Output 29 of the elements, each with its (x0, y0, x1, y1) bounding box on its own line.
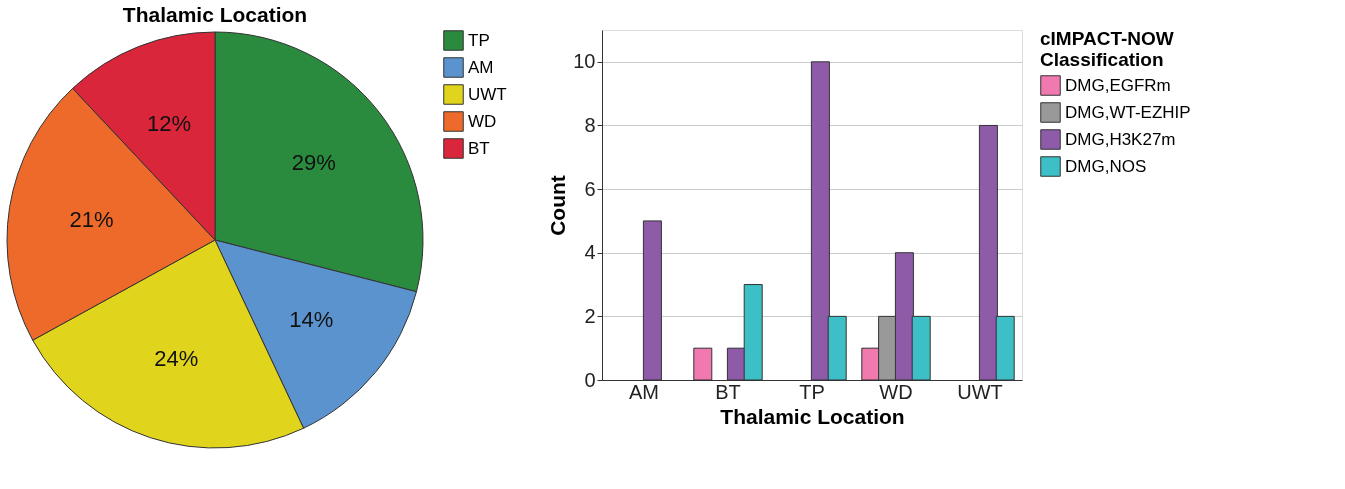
x-tick-label: AM (629, 380, 659, 403)
y-tick-label: 6 (584, 177, 596, 200)
legend-label: WD (468, 111, 497, 131)
legend-label: AM (468, 57, 494, 77)
legend-label: UWT (468, 84, 507, 104)
data-label: 24% (154, 345, 199, 371)
x-tick-label: BT (715, 380, 741, 403)
data-label: 12% (146, 110, 192, 136)
legend-label: DMG,H3K27m (1065, 129, 1176, 149)
legend-label: DMG,WT-EZHIP (1065, 102, 1191, 122)
chart-title: Thalamic Location (122, 3, 308, 26)
x-axis-title: Thalamic Location (720, 404, 905, 428)
legend-label: DMG,EGFRm (1065, 75, 1171, 95)
legend-label: TP (468, 30, 490, 50)
y-tick-label: 4 (584, 241, 596, 264)
y-tick-label: 2 (584, 304, 596, 327)
x-tick-label: WD (879, 380, 913, 403)
data-label: 21% (69, 207, 114, 233)
legend-label: BT (468, 138, 490, 158)
data-label: 14% (289, 306, 334, 332)
y-tick-label: 8 (584, 113, 596, 136)
x-tick-label: UWT (957, 380, 1003, 403)
legend-label: DMG,NOS (1065, 156, 1147, 176)
legend-title: cIMPACT-NOW Classification (1040, 28, 1174, 70)
x-tick-label: TP (799, 380, 825, 403)
y-tick-label: 10 (573, 50, 596, 73)
y-axis-title: Count (546, 175, 570, 236)
data-label: 29% (291, 150, 336, 176)
y-tick-label: 0 (584, 368, 596, 391)
